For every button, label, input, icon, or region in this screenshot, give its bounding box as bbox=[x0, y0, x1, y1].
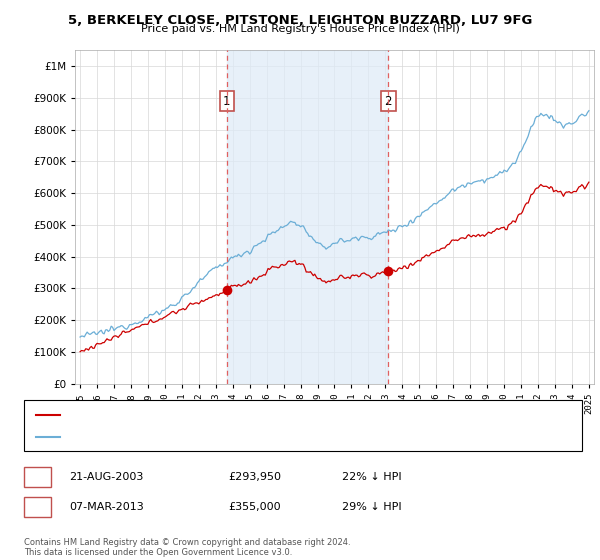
Text: 07-MAR-2013: 07-MAR-2013 bbox=[69, 502, 144, 512]
Text: 5, BERKELEY CLOSE, PITSTONE, LEIGHTON BUZZARD, LU7 9FG (detached house): 5, BERKELEY CLOSE, PITSTONE, LEIGHTON BU… bbox=[66, 410, 448, 419]
Text: £355,000: £355,000 bbox=[228, 502, 281, 512]
Text: £293,950: £293,950 bbox=[228, 472, 281, 482]
Text: 1: 1 bbox=[223, 95, 230, 108]
Bar bbox=[227, 50, 388, 384]
Text: 29% ↓ HPI: 29% ↓ HPI bbox=[342, 502, 401, 512]
Text: 1: 1 bbox=[34, 470, 41, 484]
Text: Price paid vs. HM Land Registry's House Price Index (HPI): Price paid vs. HM Land Registry's House … bbox=[140, 24, 460, 34]
Text: 2: 2 bbox=[34, 500, 41, 514]
Text: 22% ↓ HPI: 22% ↓ HPI bbox=[342, 472, 401, 482]
Text: 21-AUG-2003: 21-AUG-2003 bbox=[69, 472, 143, 482]
Text: 5, BERKELEY CLOSE, PITSTONE, LEIGHTON BUZZARD, LU7 9FG: 5, BERKELEY CLOSE, PITSTONE, LEIGHTON BU… bbox=[68, 14, 532, 27]
Text: 2: 2 bbox=[385, 95, 392, 108]
Text: HPI: Average price, detached house, Buckinghamshire: HPI: Average price, detached house, Buck… bbox=[66, 432, 324, 441]
Text: Contains HM Land Registry data © Crown copyright and database right 2024.
This d: Contains HM Land Registry data © Crown c… bbox=[24, 538, 350, 557]
